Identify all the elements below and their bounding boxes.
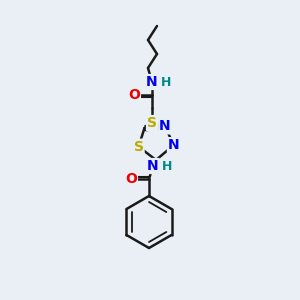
- Text: S: S: [134, 140, 144, 154]
- Text: N: N: [159, 119, 171, 134]
- Text: N: N: [168, 138, 179, 152]
- Text: N: N: [146, 75, 158, 89]
- Text: N: N: [147, 159, 159, 173]
- Text: H: H: [162, 160, 172, 172]
- Text: H: H: [161, 76, 171, 88]
- Text: S: S: [147, 116, 157, 130]
- Text: O: O: [125, 172, 137, 186]
- Text: O: O: [128, 88, 140, 102]
